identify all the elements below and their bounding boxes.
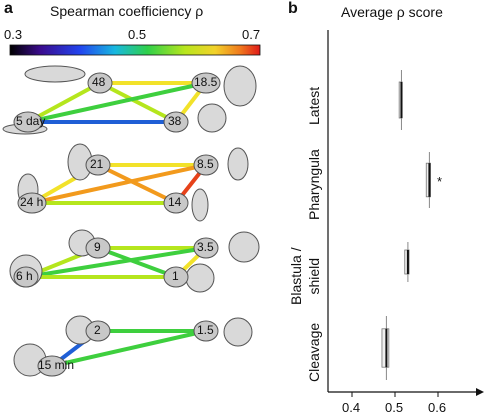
category-label-cleavage: Cleavage	[306, 323, 322, 382]
embryo-1-illustration	[185, 263, 215, 293]
tadpole-illustration	[24, 65, 86, 83]
node-label-1.5: 1.5	[197, 323, 214, 337]
node-label-1: 1	[172, 269, 179, 283]
category-label-blastula-shield: Blastula / shield	[287, 247, 323, 305]
embryo-38-illustration	[197, 103, 227, 133]
edge-15min-1.5	[51, 329, 207, 368]
node-label-6h: 6 h	[16, 269, 33, 283]
node-5day	[13, 111, 43, 133]
panel-b-letter: b	[288, 0, 298, 17]
category-label-cleavage-line: Cleavage	[306, 322, 322, 382]
colorbar-mid-label: 0.5	[128, 27, 147, 42]
node-1	[163, 266, 189, 288]
node-label-21: 21	[90, 157, 104, 171]
node-8.5	[193, 154, 219, 176]
node-label-8.5: 8.5	[197, 157, 214, 171]
boxplot-panel	[327, 30, 484, 397]
edge-9-1	[97, 246, 177, 279]
colorbar-title: Spearman coefficiency ρ	[50, 3, 204, 19]
node-label-18.5: 18.5	[194, 75, 218, 89]
node-18.5	[191, 72, 221, 94]
edge-24h-8.5	[31, 163, 207, 205]
embryo-3.5-illustration	[228, 231, 260, 263]
x-tick-0.4: 0.4	[342, 400, 361, 415]
node-1.5	[193, 320, 219, 342]
embryo-1.5-illustration	[223, 317, 253, 347]
significance-star: *	[437, 174, 443, 189]
node-15min	[37, 355, 67, 377]
node-6h	[13, 266, 39, 288]
edge-5day-18.5	[27, 81, 207, 124]
panel-b-title: Average ρ score	[341, 4, 443, 20]
colorbar-min-label: 0.3	[4, 27, 23, 42]
embryo-8.5-illustration	[227, 147, 249, 181]
node-14	[163, 192, 189, 214]
node-38	[163, 111, 189, 133]
nodes	[13, 72, 221, 377]
embryo-18.5-illustration	[223, 65, 257, 107]
edge-48-38	[99, 81, 177, 124]
node-label-5day: 5 day	[16, 114, 46, 128]
edge-48-5day	[27, 81, 101, 124]
node-label-9: 9	[94, 240, 101, 254]
node-2	[85, 320, 111, 342]
category-label-pharyngula-line: Pharyngula	[306, 149, 322, 220]
node-label-15min: 15 min	[38, 358, 75, 372]
category-label-pharyngula: Pharyngula	[306, 149, 322, 220]
panel-a-letter: a	[4, 0, 13, 17]
category-label-blastula-line-1: Blastula /	[288, 247, 304, 305]
category-label-latest-line: Latest	[306, 86, 322, 125]
node-9	[85, 237, 111, 259]
category-label-latest: Latest	[306, 87, 322, 125]
node-label-3.5: 3.5	[197, 240, 214, 254]
colorbar-max-label: 0.7	[242, 27, 261, 42]
edge-6h-3.5	[25, 246, 207, 279]
x-tick-0.5: 0.5	[385, 400, 404, 415]
node-3.5	[193, 237, 219, 259]
category-label-blastula-line-2: shield	[306, 257, 322, 295]
node-label-24h: 24 h	[20, 195, 44, 209]
node-label-14: 14	[168, 195, 182, 209]
edge-21-14	[97, 163, 177, 205]
x-tick-0.6: 0.6	[428, 400, 447, 415]
embryo-14-illustration	[191, 188, 209, 222]
colorbar	[9, 44, 261, 56]
node-label-48: 48	[92, 75, 106, 89]
node-label-38: 38	[168, 114, 182, 128]
node-24h	[17, 192, 47, 214]
node-48	[87, 72, 113, 94]
x-axis-arrowhead	[476, 388, 484, 396]
node-21	[85, 154, 111, 176]
node-label-2: 2	[94, 323, 101, 337]
